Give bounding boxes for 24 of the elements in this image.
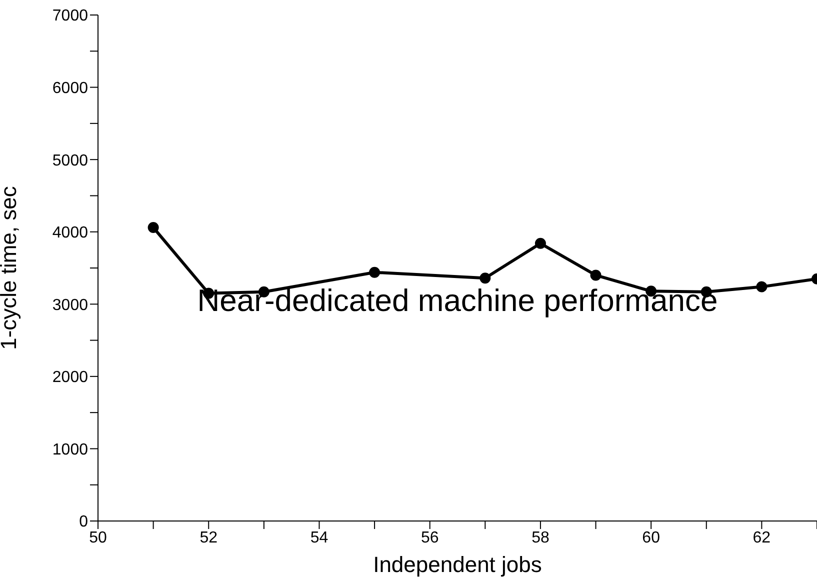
y-tick-label: 4000 — [52, 224, 88, 242]
x-tick-label: 52 — [200, 529, 218, 546]
point — [534, 238, 546, 249]
x-tick-label: 58 — [532, 529, 550, 546]
point — [480, 272, 491, 284]
y-tick-label: 7000 — [52, 8, 88, 25]
y-tick-label: 0 — [79, 514, 88, 531]
x-tick-label: 56 — [420, 529, 439, 546]
point — [590, 270, 602, 281]
point — [756, 281, 768, 292]
x-tick-label: 50 — [89, 529, 107, 546]
point — [148, 222, 159, 234]
x-tick-label: 60 — [642, 529, 660, 546]
y-tick-label: 1000 — [52, 441, 88, 458]
x-axis-title: Independent jobs — [373, 552, 542, 577]
y-axis-title: 1-cycle time, sec — [0, 186, 21, 350]
annotation: Near-dedicated machine performance — [196, 283, 719, 319]
y-tick-label: 3000 — [52, 296, 88, 314]
x-tick-label: 54 — [310, 529, 328, 546]
y-tick-label: 6000 — [52, 80, 88, 97]
x-tick-label: 62 — [752, 529, 771, 546]
point — [369, 266, 380, 278]
y-tick-label: 5000 — [52, 152, 88, 170]
y-tick-label: 2000 — [52, 369, 88, 386]
